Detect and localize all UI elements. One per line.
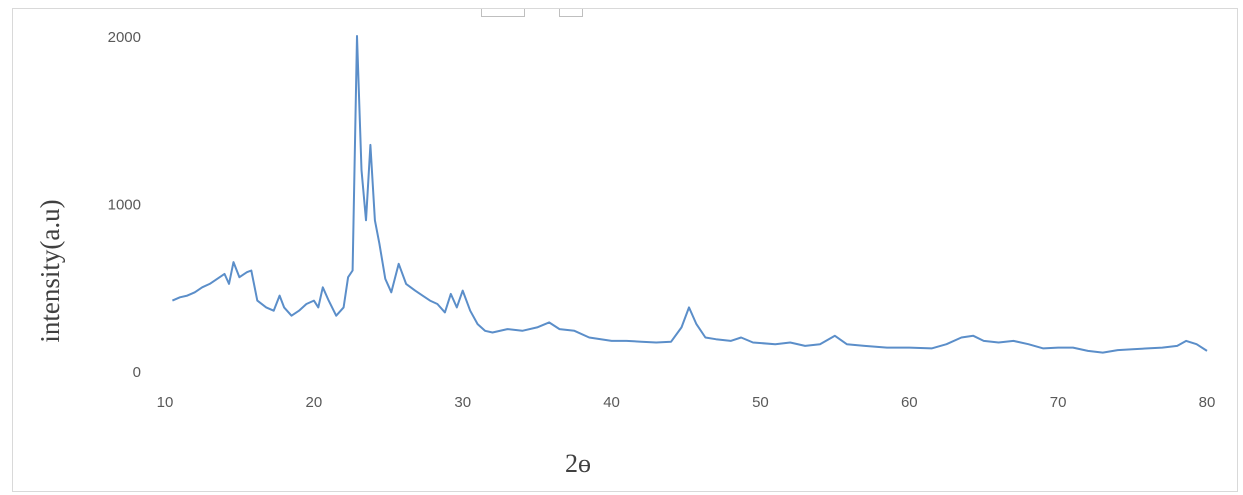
top-crop-mark	[559, 9, 583, 17]
plot-area	[171, 35, 1208, 354]
x-tick-label: 10	[157, 394, 174, 411]
series-line	[171, 35, 1208, 354]
y-tick-label: 2000	[108, 29, 141, 46]
chart-frame: 0 1000 2000 10 20 30 40 50 60 70 80 2ɵ intensity(…	[12, 8, 1238, 492]
x-axis-title: 2ɵ	[565, 449, 591, 478]
x-tick-label: 80	[1199, 394, 1216, 411]
x-tick-label: 50	[752, 394, 769, 411]
y-axis-ticks: 0 1000 2000	[108, 29, 141, 381]
x-tick-label: 40	[603, 394, 620, 411]
top-crop-mark	[481, 9, 525, 17]
x-tick-label: 60	[901, 394, 918, 411]
y-tick-label: 1000	[108, 197, 141, 214]
x-tick-label: 20	[306, 394, 323, 411]
y-axis-title: intensity(a.u)	[35, 199, 65, 342]
line-chart: 0 1000 2000 10 20 30 40 50 60 70 80 2ɵ intensity(…	[35, 29, 1216, 478]
x-axis-ticks: 10 20 30 40 50 60 70 80	[157, 394, 1216, 411]
x-tick-label: 70	[1050, 394, 1067, 411]
y-tick-label: 0	[133, 364, 141, 381]
x-tick-label: 30	[454, 394, 471, 411]
